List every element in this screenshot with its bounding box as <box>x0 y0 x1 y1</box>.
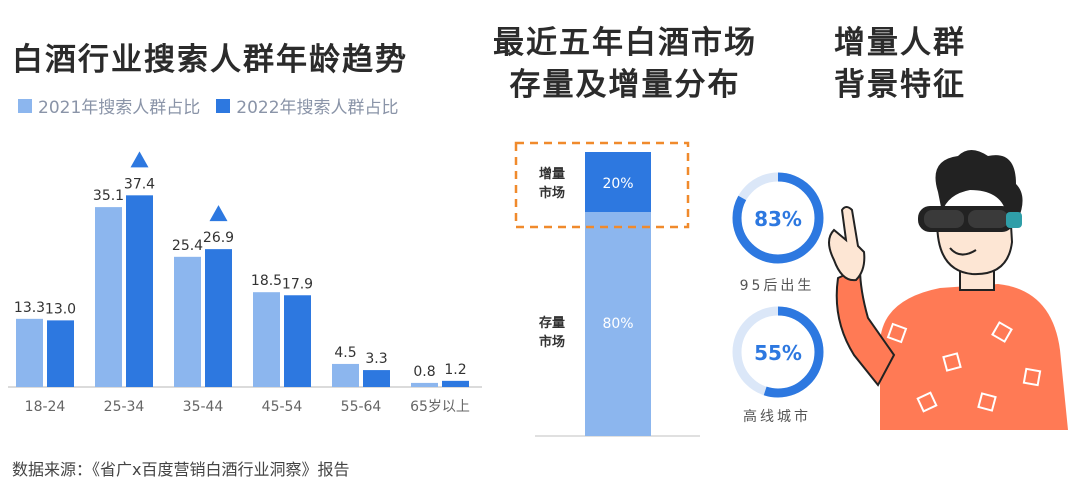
shirt-pattern <box>916 391 938 413</box>
bar-value-label: 0.8 <box>413 364 435 380</box>
bar-45-54-2022 <box>284 295 311 387</box>
hair <box>935 150 1023 220</box>
hand-pointing <box>828 206 866 282</box>
vr-lens-right <box>968 210 1008 228</box>
bar-65岁以上-2021 <box>411 382 438 387</box>
bar-45-54-2021 <box>253 292 280 387</box>
ring-95s: 83% <box>732 172 824 264</box>
ring-95s-value: 83% <box>754 207 802 231</box>
increment-label-1: 增量 <box>539 166 565 182</box>
x-tick-label: 45-54 <box>262 399 303 415</box>
age-bar-chart: 13.3 13.0 18-24 35.137.4 25-34 25.4 26.9 35-44 1… <box>8 151 482 415</box>
increase-triangle-icon <box>130 151 149 168</box>
bar-value-label: 17.9 <box>282 276 313 292</box>
bar-55-64-2022 <box>363 370 390 387</box>
highlight-dashed-box <box>514 141 690 229</box>
bar-35-44-2021 <box>174 256 201 387</box>
bar-value-label: 18.5 <box>251 273 282 289</box>
bar-value-label: 3.3 <box>365 351 387 367</box>
bar-25-34-2022 <box>126 195 153 387</box>
increment-label-2: 市场 <box>539 185 565 201</box>
stock-value-label: 80% <box>602 316 633 332</box>
market-stack-chart: 20% 80% 增量 市场 存量 市场 <box>514 141 700 437</box>
ring-95s-caption: 95后出生 <box>739 278 815 294</box>
raised-arm <box>835 266 896 387</box>
ring-95s-arc <box>732 172 824 264</box>
x-tick-label: 35-44 <box>183 399 224 415</box>
shirt-pattern <box>991 321 1013 343</box>
vr-person-illustration <box>828 150 1068 430</box>
legend-label-2021: 2021年搜索人群占比 <box>38 98 201 118</box>
ring-city-arc <box>732 306 824 398</box>
x-tick-label: 25-34 <box>104 399 145 415</box>
bar-65岁以上-2022 <box>442 380 469 387</box>
bar-35-44-2022 <box>205 249 232 387</box>
right-title-line2: 背景特征 <box>834 67 966 103</box>
shirt-pattern <box>942 352 962 372</box>
bar-18-24-2021 <box>16 318 43 387</box>
middle-title: 最近五年白酒市场 存量及增量分布 <box>470 22 780 106</box>
data-source: 数据来源：《省广x百度营销白酒行业洞察》报告 <box>12 460 350 479</box>
bar-value-label: 13.0 <box>45 301 76 317</box>
stock-segment <box>585 212 651 436</box>
bar-18-24-2022 <box>47 320 74 387</box>
bar-55-64-2021 <box>332 363 359 387</box>
legend: 2021年搜索人群占比 2022年搜索人群占比 <box>18 93 415 118</box>
middle-title-line1a: 最近五年白酒 <box>493 25 691 61</box>
bar-value-label: 26.9 <box>203 230 234 246</box>
legend-item-2021: 2021年搜索人群占比 <box>18 93 200 118</box>
ring-city-value: 55% <box>754 341 802 365</box>
middle-title-line2: 存量及增量分布 <box>509 67 741 103</box>
chart-title: 白酒行业搜索人群年龄趋势 <box>12 42 408 78</box>
smile <box>949 247 977 256</box>
right-title: 增量人群 背景特征 <box>810 22 990 106</box>
shirt-pattern <box>977 392 997 412</box>
vr-strap <box>1006 212 1022 228</box>
bar-value-label: 35.1 <box>93 188 124 204</box>
middle-title-line1b: 市场 <box>691 25 757 61</box>
bar-value-label: 1.2 <box>444 362 466 378</box>
bar-value-label: 25.4 <box>172 238 203 254</box>
ring-city-caption: 高线城市 <box>743 409 811 425</box>
legend-label-2022: 2022年搜索人群占比 <box>236 98 399 118</box>
shirt-pattern <box>1022 367 1042 387</box>
shirt-pattern <box>886 322 908 344</box>
bar-value-label: 37.4 <box>124 176 155 192</box>
stock-label-2: 市场 <box>539 334 565 350</box>
increment-segment <box>585 152 651 212</box>
x-tick-label: 18-24 <box>25 399 66 415</box>
ring-city: 55% <box>732 306 824 398</box>
bar-value-label: 4.5 <box>334 345 356 361</box>
x-tick-label: 65岁以上 <box>410 399 470 415</box>
bar-value-label: 13.3 <box>14 300 45 316</box>
shirt <box>880 284 1068 430</box>
stock-label-1: 存量 <box>539 315 565 331</box>
legend-item-2022: 2022年搜索人群占比 <box>216 93 399 118</box>
bar-25-34-2021 <box>95 207 122 387</box>
legend-swatch-2021 <box>18 98 32 113</box>
legend-swatch-2022 <box>216 98 231 113</box>
increment-value-label: 20% <box>602 176 633 192</box>
right-title-line1: 增量人群 <box>834 25 966 61</box>
x-tick-label: 55-64 <box>341 399 382 415</box>
vr-lens-left <box>924 210 964 228</box>
increase-triangle-icon <box>209 205 228 222</box>
